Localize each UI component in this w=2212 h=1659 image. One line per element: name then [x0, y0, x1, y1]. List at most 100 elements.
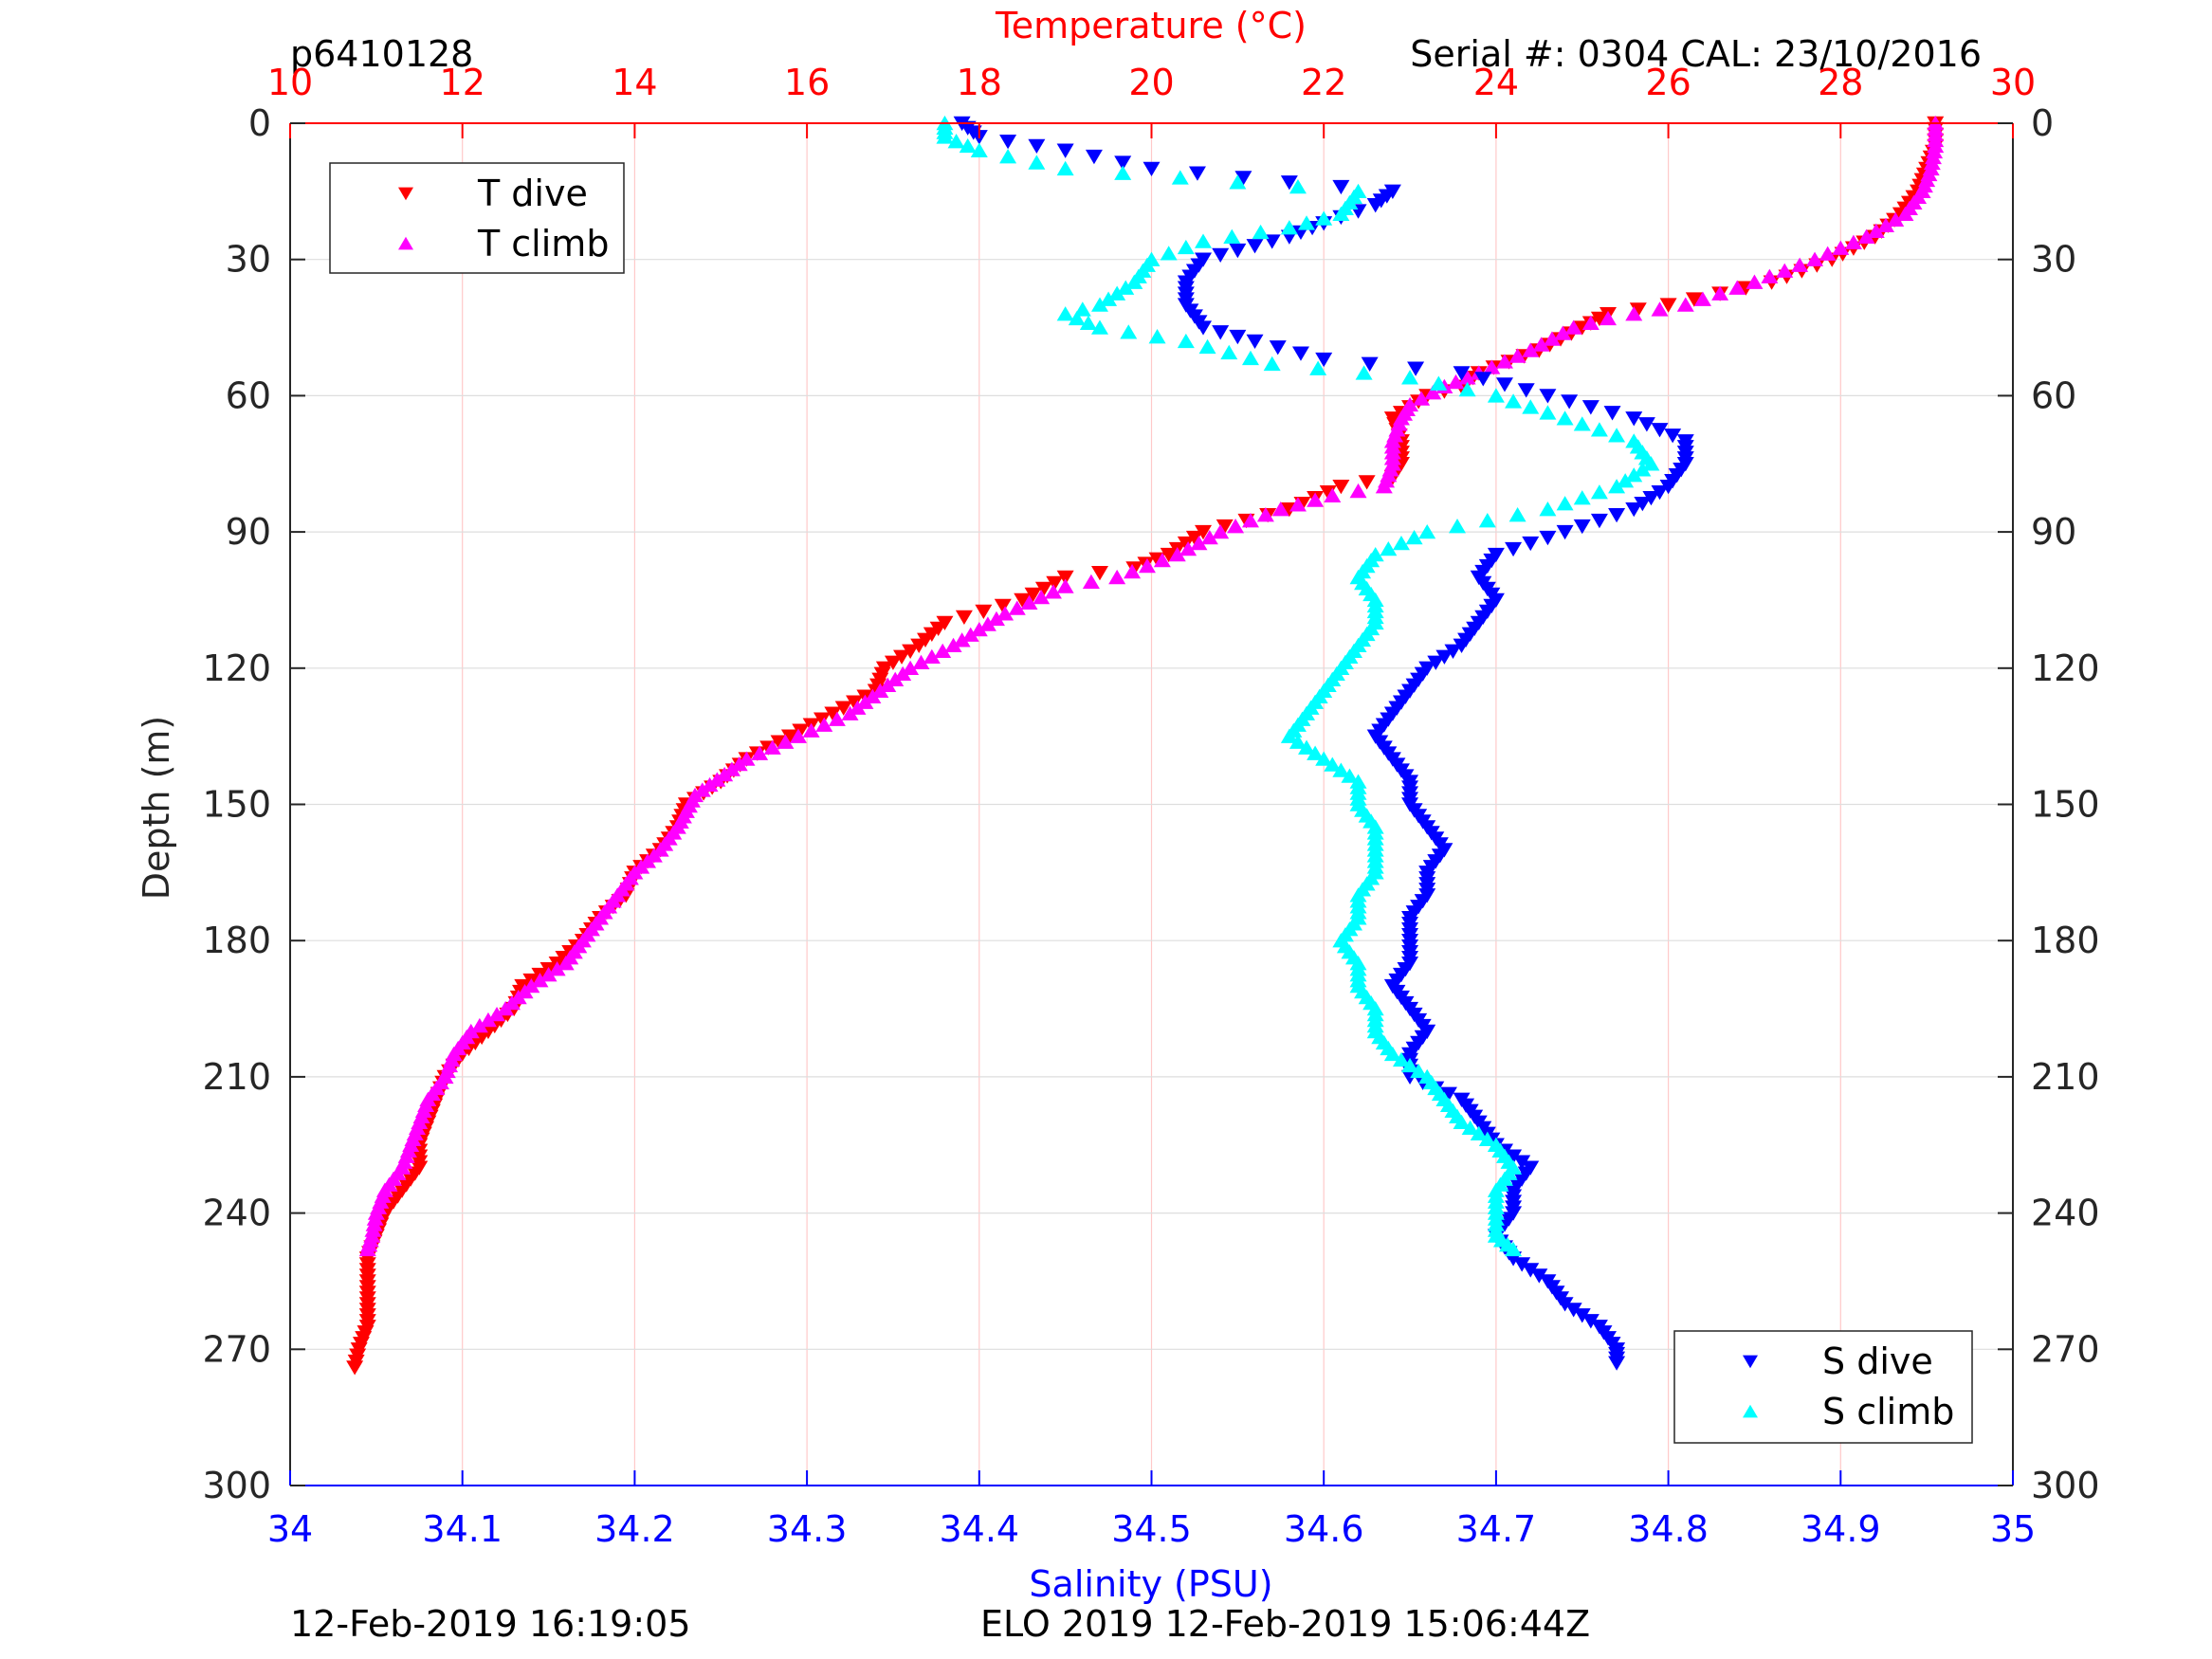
- data-point: [497, 1000, 515, 1016]
- data-point: [923, 648, 941, 665]
- data-point: [1513, 1257, 1531, 1272]
- data-point: [1625, 467, 1643, 483]
- legend-marker: [1743, 1404, 1758, 1418]
- data-point: [1358, 475, 1376, 490]
- data-point: [1508, 348, 1526, 363]
- data-point: [1148, 329, 1166, 344]
- temperature-tick-label: 10: [267, 62, 313, 103]
- data-point: [1430, 375, 1448, 391]
- legend-box: [329, 162, 625, 274]
- data-point: [1082, 574, 1100, 589]
- data-point: [1634, 496, 1652, 512]
- depth-axis-label: Depth (m): [136, 716, 177, 901]
- data-point: [1216, 519, 1234, 535]
- data-point: [1114, 155, 1132, 171]
- data-point: [1517, 383, 1535, 398]
- data-point: [1177, 333, 1195, 349]
- data-point: [834, 701, 852, 716]
- data-point: [1124, 563, 1142, 579]
- depth-tick-label-left: 150: [202, 784, 271, 826]
- data-point: [790, 728, 808, 743]
- data-point: [987, 611, 1005, 627]
- data-point: [1427, 655, 1445, 670]
- data-point: [1241, 350, 1259, 366]
- data-point: [902, 644, 920, 659]
- data-point: [1171, 170, 1189, 185]
- data-point: [1581, 400, 1600, 415]
- data-point: [1625, 501, 1643, 518]
- data-point: [1291, 346, 1309, 361]
- data-point: [1746, 274, 1764, 289]
- data-point: [815, 717, 833, 732]
- salinity-tick-label: 34: [267, 1508, 313, 1550]
- data-point: [780, 729, 798, 744]
- depth-tick-label-right: 30: [2031, 239, 2076, 281]
- data-point: [1405, 529, 1423, 545]
- data-point: [1603, 406, 1621, 421]
- data-point: [1478, 1131, 1496, 1146]
- data-point: [1590, 484, 1608, 500]
- data-point: [1315, 751, 1333, 766]
- data-point: [1926, 143, 1944, 159]
- data-point: [1188, 166, 1206, 181]
- data-point: [1153, 552, 1171, 568]
- salinity-axis-label: Salinity (PSU): [1029, 1563, 1272, 1605]
- data-point: [1600, 310, 1618, 326]
- data-point: [1776, 263, 1794, 278]
- data-point: [1280, 220, 1298, 235]
- legend-marker: [398, 236, 413, 250]
- temperature-tick-label: 24: [1473, 62, 1519, 103]
- data-point: [999, 149, 1017, 164]
- salinity-tick-label: 34.2: [594, 1508, 675, 1550]
- data-point: [1195, 524, 1213, 540]
- data-point: [1608, 479, 1626, 494]
- salinity-tick-label: 34.3: [767, 1508, 848, 1550]
- data-point: [1410, 1063, 1428, 1079]
- data-point: [488, 1006, 506, 1022]
- data-point: [894, 665, 912, 681]
- data-point: [792, 723, 810, 738]
- data-point: [1659, 480, 1677, 495]
- data-point: [1280, 728, 1298, 743]
- legends: T dive T climb S dive S climb: [329, 162, 1973, 1444]
- data-point: [955, 610, 973, 626]
- data-point: [1844, 234, 1862, 249]
- data-point: [1341, 768, 1359, 783]
- data-point: [1728, 280, 1746, 295]
- data-point: [1554, 325, 1572, 340]
- plot-timestamp: 12-Feb-2019 16:19:05: [290, 1603, 691, 1645]
- data-point: [1608, 507, 1626, 523]
- salinity-tick-label: 34.9: [1801, 1508, 1881, 1550]
- data-point: [1522, 399, 1540, 414]
- data-point: [1573, 416, 1591, 431]
- data-point: [1332, 480, 1350, 495]
- data-point: [1923, 155, 1941, 171]
- temperature-tick-label: 26: [1645, 62, 1691, 103]
- depth-tick-label-left: 120: [202, 647, 271, 689]
- salinity-tick-label: 35: [1990, 1508, 2036, 1550]
- data-point: [751, 745, 769, 760]
- data-point: [1212, 325, 1230, 340]
- data-point: [1324, 757, 1342, 772]
- depth-tick-label-left: 270: [202, 1328, 271, 1370]
- data-point: [539, 967, 558, 982]
- data-point: [1195, 320, 1213, 336]
- data-point: [1637, 417, 1655, 432]
- data-point: [1271, 501, 1289, 517]
- data-point: [1424, 385, 1442, 400]
- depth-tick-label-right: 210: [2031, 1056, 2100, 1098]
- data-point: [1289, 734, 1307, 749]
- data-point: [1212, 247, 1230, 264]
- data-point: [1349, 483, 1367, 499]
- data-point: [1461, 1120, 1479, 1135]
- data-point: [365, 1216, 383, 1231]
- data-point: [1355, 365, 1373, 380]
- data-point: [1407, 361, 1425, 376]
- data-point: [1532, 337, 1550, 352]
- legend-label: T climb: [477, 223, 609, 264]
- data-point: [846, 695, 864, 710]
- data-point: [1056, 570, 1074, 586]
- data-point: [1056, 306, 1074, 321]
- data-point: [1269, 340, 1287, 356]
- data-point: [1168, 546, 1186, 562]
